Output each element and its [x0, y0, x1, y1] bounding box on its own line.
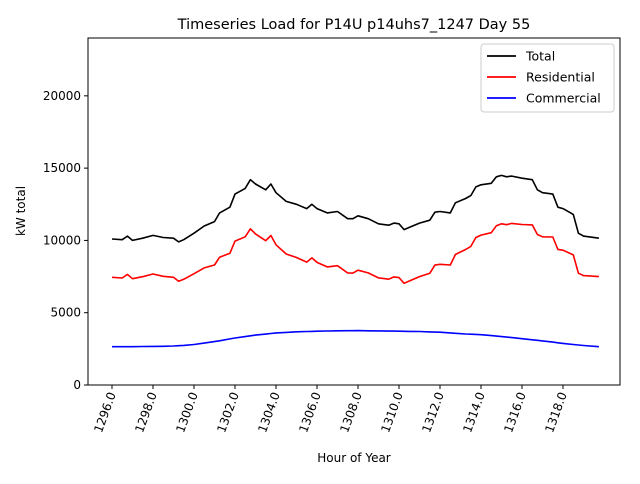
x-tick-label: 1298.0: [132, 390, 160, 434]
x-tick-label: 1314.0: [460, 390, 488, 434]
chart-title: Timeseries Load for P14U p14uhs7_1247 Da…: [177, 17, 531, 33]
y-axis-label: kW total: [14, 186, 28, 236]
legend-label-residential: Residential: [526, 70, 595, 85]
y-tick-label: 5000: [50, 306, 81, 320]
series-line-commercial: [112, 329, 599, 348]
y-tick-label: 0: [73, 378, 81, 392]
x-tick-label: 1308.0: [337, 390, 365, 434]
series-line-total: [111, 174, 600, 243]
x-tick-label: 1302.0: [214, 390, 242, 434]
x-tick-label: 1312.0: [419, 390, 447, 434]
legend-label-total: Total: [525, 49, 555, 64]
x-tick-label: 1304.0: [255, 390, 283, 434]
legend-label-commercial: Commercial: [526, 91, 601, 106]
legend-box: [480, 43, 615, 113]
series-line-residential: [111, 222, 599, 285]
x-axis-label: Hour of Year: [317, 451, 391, 465]
x-tick-label: 1318.0: [542, 390, 570, 434]
y-tick-label: 10000: [43, 233, 81, 247]
y-tick-label: 20000: [43, 89, 81, 103]
x-tick-label: 1300.0: [173, 390, 201, 434]
x-tick-label: 1296.0: [91, 390, 119, 434]
y-tick-label: 15000: [43, 161, 81, 175]
legend: Total Residential Commercial: [480, 43, 615, 113]
x-tick-label: 1316.0: [501, 390, 529, 434]
x-tick-label: 1306.0: [296, 390, 324, 434]
x-tick-label: 1310.0: [378, 390, 406, 434]
